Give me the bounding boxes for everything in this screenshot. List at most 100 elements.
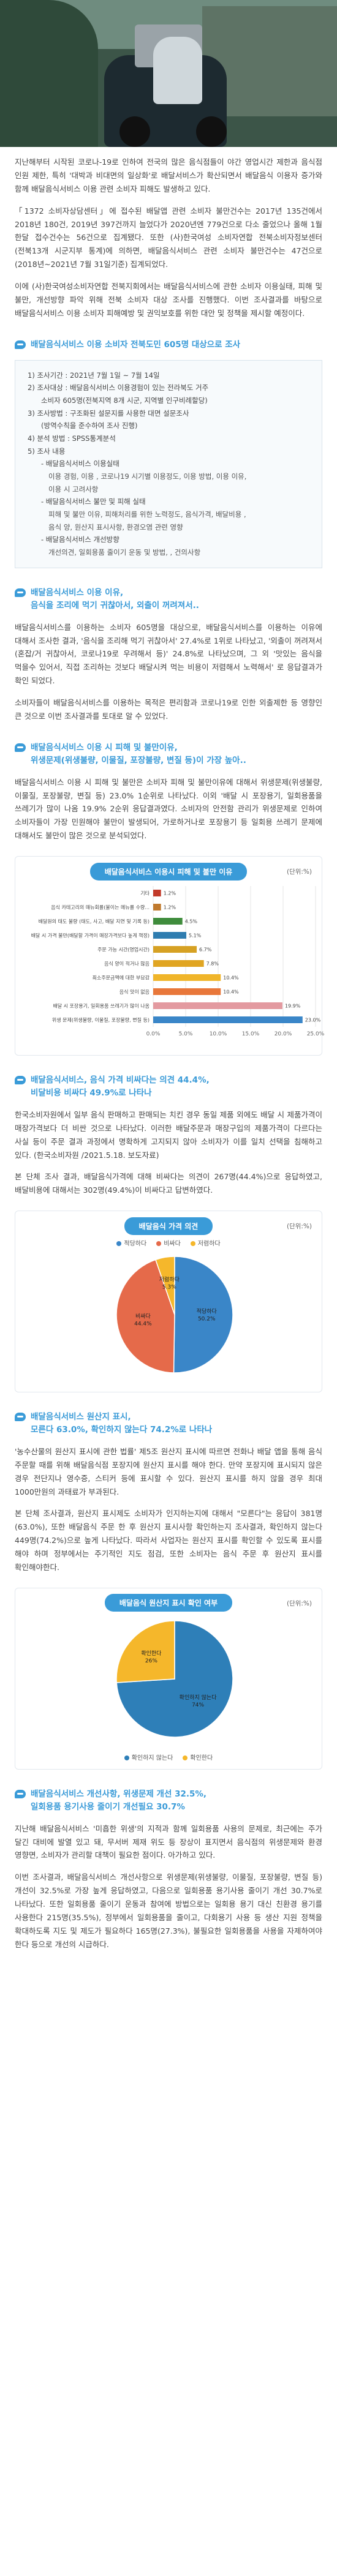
legend-label: 확인한다: [190, 1754, 213, 1762]
bar-value-label: 4.5%: [185, 919, 198, 925]
bar-value-label: 10.4%: [223, 975, 239, 981]
hero-tree: [0, 0, 98, 147]
bar-value-label: 23.0%: [305, 1018, 321, 1023]
legend-swatch: [124, 1755, 129, 1760]
slice-label: 비싸다: [135, 1313, 151, 1320]
pie-slice: [116, 1620, 175, 1683]
legend-swatch: [156, 1241, 162, 1247]
slice-label: 적당하다: [197, 1308, 218, 1315]
chart-header: 배달음식 가격 의견 (단위:%): [21, 1217, 316, 1235]
category-label: 주문 가능 시간(영업시간): [97, 947, 150, 953]
x-tick-label: 5.0%: [179, 1031, 193, 1037]
bar-value-label: 1.2%: [164, 905, 176, 911]
bar: [153, 1002, 282, 1010]
complaints-paragraph: 「1372 소비자상담센터」에 접수된 배달앱 관련 소비자 불만건수는 201…: [15, 206, 322, 269]
legend-item: 비싸다: [156, 1238, 181, 1247]
slice-label: 74%: [192, 1702, 204, 1708]
section-title: 배달음식서비스 원산지 표시, 모른다 63.0%, 확인하지 않는다 74.2…: [31, 1411, 212, 1436]
survey-item-complaints: - 배달음식서비스 불만 및 피해 실태: [41, 497, 146, 506]
survey-target-detail: 소비자 605명(전북지역 8개 시군, 지역별 인구비례할당): [41, 396, 208, 405]
chart-unit: (단위:%): [286, 1599, 312, 1607]
x-tick-label: 0.0%: [146, 1031, 161, 1037]
speech-bubble-icon: [15, 340, 26, 349]
chart-title: 배달음식 가격 의견: [124, 1217, 213, 1235]
chart-legend: 확인하지 않는다 확인한다: [21, 1752, 316, 1762]
bar: [153, 1016, 303, 1024]
article-page: 지난해부터 시작된 코로나-19로 인하여 전국의 많은 음식점들이 야간 영업…: [0, 0, 337, 1951]
section-heading-6: 배달음식서비스 개선사항, 위생문제 개선 32.5%, 일회용품 용기사용 줄…: [15, 1788, 322, 1814]
survey-item-complaints-detail: 피해 및 불만 이유, 피해처리를 위한 노력정도, 음식가격, 배달비용 ,: [48, 510, 246, 519]
section-heading-2: 배달음식서비스 이용 이유, 음식을 조리에 먹기 귀찮아서, 외출이 꺼려져서…: [15, 587, 322, 612]
hero-wheel-rear: [196, 116, 227, 147]
price-opinion-chart: 배달음식 가격 의견 (단위:%) 적당하다 비싸다 저렴하다 적당하다 50.2% 비…: [15, 1211, 322, 1393]
survey-target: 2) 조사대상 : 배달음식서비스 이용경험이 있는 전라북도 거주: [28, 383, 209, 392]
damage-paragraph: 배달음식서비스 이용 시 피해 및 불만은 소비자 피해 및 불만이유에 대해서…: [15, 777, 322, 841]
category-label: 음식 카테고리의 매뉴회를(불이는 메뉴를 수량...: [51, 904, 150, 911]
category-label: 최소주문금액에 대한 부담감: [93, 975, 150, 981]
survey-method-detail: (방역수칙을 준수하여 조사 진행): [41, 421, 138, 430]
bar-value-label: 10.4%: [223, 989, 239, 995]
slice-label: 44.4%: [134, 1321, 152, 1327]
speech-bubble-icon: [15, 1413, 26, 1422]
bar-value-label: 7.8%: [206, 961, 219, 967]
survey-period: 1) 조사기간 : 2021년 7월 1일 ~ 7월 14일: [28, 370, 160, 380]
category-label: 배달원의 태도 불량 (태도, 사고, 배달 지연 및 기록 등): [39, 918, 150, 925]
section-title-line: 배달음식서비스 이용 시 피해 및 불만이유, 위생문제(위생불량, 이물질, …: [31, 742, 246, 765]
bar-chart-svg: 0.0% 5.0% 10.0% 15.0% 20.0% 25.0% 기타 1.2% 음식 카테고…: [31, 886, 325, 1037]
section-title: 배달음식서비스, 음식 가격 비싸다는 의견 44.4%, 비달비용 비싸다 4…: [31, 1074, 210, 1100]
section-title-line: 배달음식서비스 이용 이유, 음식을 조리에 먹기 귀찮아서, 외출이 꺼려져서…: [31, 587, 199, 610]
legend-label: 비싸다: [164, 1241, 181, 1248]
slice-label: 50.2%: [198, 1316, 216, 1323]
legend-item: 적당하다: [116, 1238, 146, 1247]
bar-value-label: 5.1%: [189, 933, 202, 939]
hero-photo-delivery-rider: [0, 0, 337, 147]
bar-value-label: 1.2%: [164, 891, 176, 896]
x-tick-label: 20.0%: [275, 1031, 292, 1037]
slice-label: 5.3%: [162, 1285, 176, 1291]
pie-slice: [173, 1256, 233, 1373]
speech-bubble-icon: [15, 1789, 26, 1798]
x-tick-label: 25.0%: [307, 1031, 325, 1037]
survey-item-complaints-detail-2: 음식 양, 원산지 표시사항, 환경오염 관련 영향: [48, 522, 183, 531]
legend-item: 저렴하다: [190, 1238, 221, 1247]
section-title: 배달음식서비스 이용 시 피해 및 불만이유, 위생문제(위생불량, 이물질, …: [31, 742, 246, 767]
bar: [153, 974, 221, 982]
survey-overview-box: 1) 조사기간 : 2021년 7월 1일 ~ 7월 14일 2) 조사대상 :…: [15, 359, 322, 568]
bar: [153, 890, 161, 897]
survey-contents: 5) 조사 내용: [28, 446, 66, 456]
section-heading-5: 배달음식서비스 원산지 표시, 모른다 63.0%, 확인하지 않는다 74.2…: [15, 1411, 322, 1436]
category-label: 음식 양이 적거나 많음: [104, 961, 150, 967]
complaint-reasons-chart: 배달음식서비스 이용시 피해 및 불만 이유 (단위:%) 0.0% 5.0% 10…: [15, 856, 325, 1056]
section-title-line: 배달음식서비스 원산지 표시, 모른다 63.0%, 확인하지 않는다 74.2…: [31, 1412, 213, 1435]
legend-item: 확인하지 않는다: [124, 1752, 173, 1762]
hero-wheel-front: [119, 116, 150, 147]
chart-unit: (단위:%): [286, 1223, 312, 1231]
chart-header: 배달음식 원산지 표시 확인 여부 (단위:%): [21, 1594, 316, 1612]
survey-analysis: 4) 분석 방법 : SPSS통계분석: [28, 434, 116, 443]
legend-label: 적당하다: [124, 1241, 147, 1248]
category-label: 배달 시 포장용기, 일회용품 쓰레기가 많이 나옴: [53, 1003, 150, 1009]
category-label: 기타: [140, 891, 150, 896]
pie-slice: [116, 1259, 175, 1373]
bar: [153, 988, 221, 996]
bar-value-label: 6.7%: [199, 947, 212, 953]
x-tick-label: 15.0%: [242, 1031, 260, 1037]
chart-legend: 적당하다 비싸다 저렴하다: [21, 1238, 316, 1247]
legend-item: 확인한다: [183, 1752, 213, 1762]
slice-label: 확인하지 않는다: [180, 1694, 218, 1701]
survey-item-improvement-detail: 개선의견, 일회용품 줄이기 운동 및 방법, , 건의사항: [48, 548, 201, 557]
section-heading-3: 배달음식서비스 이용 시 피해 및 불만이유, 위생문제(위생불량, 이물질, …: [15, 742, 322, 767]
bar: [153, 960, 204, 967]
survey-item-improvement: - 배달음식서비스 개선방향: [41, 535, 119, 544]
section-title-line: 배달음식서비스, 음식 가격 비싸다는 의견 44.4%, 비달비용 비싸다 4…: [31, 1075, 210, 1098]
survey-item-usage: - 배달음식서비스 이용실태: [41, 459, 119, 468]
survey-item-usage-detail-2: 이용 시 고려사항: [48, 484, 99, 494]
bar: [153, 918, 183, 925]
bar-value-label: 19.9%: [285, 1004, 301, 1009]
chart-header: 배달음식서비스 이용시 피해 및 불만 이유 (단위:%): [21, 862, 316, 881]
article-content: 지난해부터 시작된 코로나-19로 인하여 전국의 많은 음식점들이 야간 영업…: [0, 156, 337, 1951]
usage-purpose-paragraph: 소비자들이 배달음식서비스를 이용하는 목적은 편리함과 코로나19로 인한 외…: [15, 698, 322, 721]
intro-paragraph: 지난해부터 시작된 코로나-19로 인하여 전국의 많은 음식점들이 야간 영업…: [15, 157, 322, 193]
